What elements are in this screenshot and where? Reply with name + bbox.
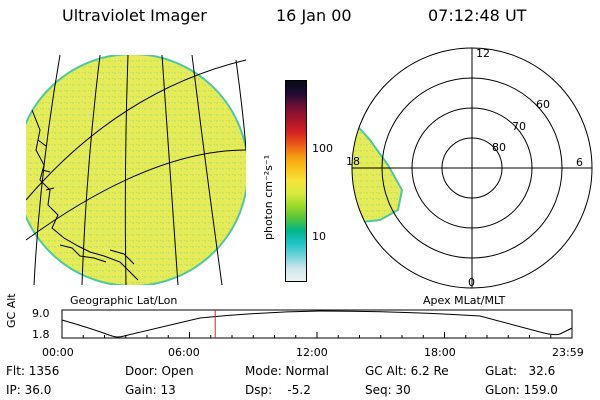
colorbar — [285, 80, 307, 282]
mlt-label-12: 12 — [476, 47, 490, 60]
status-gc-alt: GC Alt: 6.2 Re — [365, 364, 449, 378]
colorbar-tick-100: 100 — [312, 142, 333, 155]
timeline-xtick-1800: 18:00 — [424, 346, 456, 359]
lat-label-60: 60 — [536, 98, 550, 111]
mlt-label-0: 0 — [468, 276, 475, 289]
lat-label-80: 80 — [492, 141, 506, 154]
status-gain: Gain: 13 — [125, 383, 176, 397]
app-title: Ultraviolet Imager — [62, 6, 207, 25]
timeline-ylabel: GC Alt — [5, 293, 18, 328]
altitude-curve — [61, 310, 573, 338]
time-label: 07:12:48 UT — [428, 6, 527, 25]
lat-label-70: 70 — [512, 120, 526, 133]
timeline-xtick-0000: 00:00 — [42, 346, 74, 359]
status-seq: Seq: 30 — [365, 383, 411, 397]
status-door: Door: Open — [125, 364, 194, 378]
timeline-xtick-2359: 23:59 — [552, 346, 584, 359]
colorbar-tick-10: 10 — [312, 230, 326, 243]
mlt-label-18: 18 — [346, 155, 360, 168]
status-mode: Mode: Normal — [245, 364, 329, 378]
auroral-image-disk — [26, 55, 246, 285]
date-label: 16 Jan 00 — [276, 6, 352, 25]
status-ip: IP: 36.0 — [6, 383, 52, 397]
status-dsp: Dsp: -5.2 — [245, 383, 311, 397]
timeline-xtick-0600: 06:00 — [168, 346, 200, 359]
timeline-xtick-1200: 12:00 — [296, 346, 328, 359]
geo-panel-label: Geographic Lat/Lon — [70, 294, 178, 307]
status-flt: Flt: 1356 — [6, 364, 60, 378]
mlt-label-6: 6 — [576, 156, 583, 169]
status-glat: GLat: 32.6 — [485, 364, 556, 378]
timeline-ytick-1.8: 1.8 — [32, 328, 50, 341]
timeline-ytick-9: 9.0 — [32, 307, 50, 320]
status-glon: GLon: 159.0 — [485, 383, 558, 397]
polar-panel-label: Apex MLat/MLT — [423, 294, 506, 307]
polar-auroral-fill — [352, 117, 404, 224]
